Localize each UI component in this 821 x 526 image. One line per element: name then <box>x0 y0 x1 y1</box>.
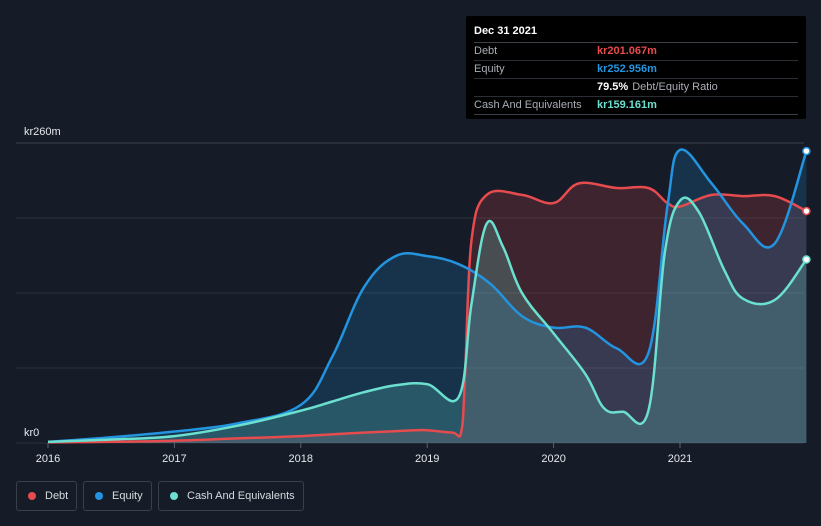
x-axis: 2016 2017 2018 2019 2020 2021 <box>36 443 692 465</box>
tooltip-equity-label: Equity <box>474 63 505 75</box>
tooltip-debt-label: Debt <box>474 45 498 57</box>
equity-end-marker <box>802 146 811 156</box>
legend-equity-label: Equity <box>112 490 143 502</box>
tooltip-equity-value: kr252.956m <box>597 63 657 75</box>
debt-line <box>47 181 807 444</box>
x-tick-label: 2021 <box>668 453 692 465</box>
legend-cash-label: Cash And Equivalents <box>187 490 295 502</box>
tooltip-debt-row: Debt kr201.067m <box>474 43 798 61</box>
legend-cash[interactable]: Cash And Equivalents <box>158 481 304 511</box>
legend-debt-label: Debt <box>45 490 69 502</box>
tooltip-ratio-label: Debt/Equity Ratio <box>632 81 718 93</box>
tooltip-cash-label: Cash And Equivalents <box>474 99 582 111</box>
debt-area <box>48 182 807 443</box>
x-tick-label: 2019 <box>415 453 439 465</box>
tooltip-ratio-row: 79.5% Debt/Equity Ratio <box>474 79 798 97</box>
debt-end-marker <box>802 206 811 216</box>
equity-area <box>48 149 807 444</box>
end-markers <box>802 146 811 264</box>
cash-legend-dot-icon <box>170 492 178 500</box>
cash-end-marker <box>802 255 811 264</box>
tooltip-date: Dec 31 2021 <box>474 23 798 43</box>
tooltip-cash-row: Cash And Equivalents kr159.161m <box>474 97 798 115</box>
cash-area <box>48 197 807 443</box>
tooltip-debt-value: kr201.067m <box>597 45 657 57</box>
x-tick-label: 2016 <box>36 453 60 465</box>
tooltip: Dec 31 2021 Debt kr201.067m Equity kr252… <box>466 16 806 119</box>
cash-line <box>47 196 808 444</box>
debt-legend-dot-icon <box>28 492 36 500</box>
tooltip-ratio-value: 79.5% <box>597 81 629 93</box>
tooltip-equity-row: Equity kr252.956m <box>474 61 798 79</box>
equity-line <box>47 148 808 444</box>
x-tick-label: 2018 <box>289 453 313 465</box>
series-areas <box>48 149 807 444</box>
legend-debt[interactable]: Debt <box>16 481 77 511</box>
series-lines <box>47 148 808 444</box>
equity-legend-dot-icon <box>95 492 103 500</box>
legend-equity[interactable]: Equity <box>83 481 152 511</box>
tooltip-cash-value: kr159.161m <box>597 99 657 111</box>
x-tick-label: 2017 <box>162 453 186 465</box>
y-tick-label-min: kr0 <box>24 427 39 439</box>
y-tick-label-max: kr260m <box>24 126 61 138</box>
x-tick-label: 2020 <box>541 453 565 465</box>
